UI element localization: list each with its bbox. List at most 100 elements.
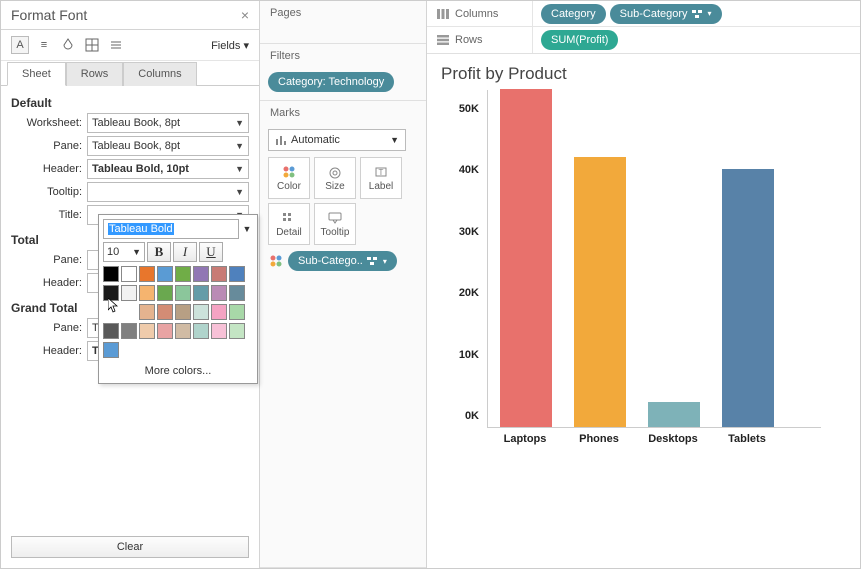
close-icon[interactable]: ×	[241, 7, 249, 23]
bold-button[interactable]: B	[147, 242, 171, 262]
color-swatch[interactable]	[139, 285, 155, 301]
col-pill-category[interactable]: Category	[541, 4, 606, 24]
clear-button[interactable]: Clear	[11, 536, 249, 558]
lines-icon[interactable]	[107, 36, 125, 54]
font-name-input[interactable]: Tableau Bold	[103, 219, 239, 239]
toolbar-icons: A ≡	[11, 36, 125, 54]
color-swatch[interactable]	[103, 266, 119, 282]
x-label: Laptops	[499, 430, 551, 445]
section-default: Default	[11, 96, 249, 110]
color-swatch[interactable]	[193, 285, 209, 301]
bar[interactable]	[648, 402, 700, 427]
row-pill-profit[interactable]: SUM(Profit)	[541, 30, 618, 50]
color-swatch[interactable]	[175, 285, 191, 301]
color-swatch[interactable]	[157, 323, 173, 339]
plot-area	[487, 90, 821, 428]
bar[interactable]	[574, 157, 626, 427]
y-tick-label: 10K	[459, 349, 479, 361]
mark-size-button[interactable]: Size	[314, 157, 356, 199]
rows-shelf[interactable]: Rows SUM(Profit)	[427, 27, 860, 53]
filter-pill[interactable]: Category: Technology	[268, 72, 394, 92]
alignment-icon[interactable]: ≡	[35, 36, 53, 54]
bar[interactable]	[500, 89, 552, 427]
col-pill-subcategory[interactable]: Sub-Category ▾	[610, 4, 722, 24]
color-swatch[interactable]	[229, 304, 245, 320]
columns-label: Columns	[455, 8, 498, 20]
shelves: Columns Category Sub-Category ▾ Rows SUM…	[427, 1, 860, 54]
font-size-dropdown[interactable]: 10▼	[103, 242, 145, 262]
format-font-panel: Format Font × A ≡ Fields ▾ Sheet Rows Co…	[1, 1, 260, 568]
shading-icon[interactable]	[59, 36, 77, 54]
color-swatch[interactable]	[175, 304, 191, 320]
font-icon[interactable]: A	[11, 36, 29, 54]
color-swatch[interactable]	[211, 266, 227, 282]
cursor-icon	[108, 298, 120, 314]
mark-color-button[interactable]: Color	[268, 157, 310, 199]
y-tick-label: 50K	[459, 103, 479, 115]
borders-icon[interactable]	[83, 36, 101, 54]
color-swatch[interactable]	[229, 285, 245, 301]
hierarchy-icon	[367, 257, 377, 265]
columns-icon	[437, 9, 449, 19]
x-label: Phones	[573, 430, 625, 445]
dd-tooltip[interactable]: ▼	[87, 182, 249, 202]
color-swatch[interactable]	[121, 285, 137, 301]
color-swatch[interactable]	[157, 304, 173, 320]
color-swatch[interactable]	[139, 304, 155, 320]
cards-panel: Pages Filters Category: Technology Marks…	[260, 1, 427, 568]
chart-title: Profit by Product	[441, 64, 846, 84]
color-swatch[interactable]	[157, 285, 173, 301]
color-swatch[interactable]	[175, 323, 191, 339]
color-dots-icon	[281, 165, 297, 179]
label-total-pane: Pane:	[11, 254, 87, 266]
tab-rows[interactable]: Rows	[66, 62, 124, 86]
color-swatch[interactable]	[193, 266, 209, 282]
mark-label-button[interactable]: TLabel	[360, 157, 402, 199]
color-swatch[interactable]	[193, 304, 209, 320]
color-swatch[interactable]	[103, 342, 119, 358]
mark-detail-button[interactable]: Detail	[268, 203, 310, 245]
color-swatch[interactable]	[139, 323, 155, 339]
color-pill-subcategory[interactable]: Sub-Catego.. ▾	[288, 251, 397, 271]
mark-tooltip-button[interactable]: Tooltip	[314, 203, 356, 245]
bar-chart: 0K10K20K30K40K50K LaptopsPhonesDesktopsT…	[441, 90, 821, 450]
color-swatch[interactable]	[211, 285, 227, 301]
underline-button[interactable]: U	[199, 242, 223, 262]
color-swatch[interactable]	[229, 266, 245, 282]
svg-text:T: T	[379, 168, 384, 177]
color-swatch[interactable]	[175, 266, 191, 282]
tooltip-icon	[327, 211, 343, 225]
italic-button[interactable]: I	[173, 242, 197, 262]
size-icon	[327, 165, 343, 179]
more-colors-link[interactable]: More colors...	[103, 361, 253, 379]
bar[interactable]	[722, 169, 774, 427]
y-tick-label: 0K	[465, 410, 479, 422]
color-swatch[interactable]	[103, 323, 119, 339]
x-axis-labels: LaptopsPhonesDesktopsTablets	[487, 430, 821, 450]
tab-columns[interactable]: Columns	[123, 62, 196, 86]
pages-card-head: Pages	[260, 1, 426, 25]
columns-shelf[interactable]: Columns Category Sub-Category ▾	[427, 1, 860, 27]
detail-icon	[281, 211, 297, 225]
marks-type-dropdown[interactable]: Automatic ▼	[268, 129, 406, 151]
y-tick-label: 40K	[459, 164, 479, 176]
font-caret-icon[interactable]: ▼	[241, 224, 253, 234]
fields-dropdown[interactable]: Fields ▾	[211, 39, 249, 52]
color-swatch[interactable]	[211, 304, 227, 320]
format-toolbar: A ≡ Fields ▾	[1, 30, 259, 61]
color-swatch[interactable]	[121, 323, 137, 339]
dd-header[interactable]: Tableau Bold, 10pt▼	[87, 159, 249, 179]
dd-pane[interactable]: Tableau Book, 8pt▼	[87, 136, 249, 156]
color-swatch[interactable]	[139, 266, 155, 282]
dd-worksheet[interactable]: Tableau Book, 8pt▼	[87, 113, 249, 133]
color-swatch[interactable]	[211, 323, 227, 339]
label-total-header: Header:	[11, 277, 87, 289]
rows-label: Rows	[455, 34, 483, 46]
color-swatch[interactable]	[193, 323, 209, 339]
color-swatch[interactable]	[229, 323, 245, 339]
tab-sheet[interactable]: Sheet	[7, 62, 66, 86]
filters-card: Filters Category: Technology	[260, 44, 426, 101]
color-swatch[interactable]	[157, 266, 173, 282]
color-swatch[interactable]	[121, 266, 137, 282]
label-gt-header: Header:	[11, 345, 87, 357]
